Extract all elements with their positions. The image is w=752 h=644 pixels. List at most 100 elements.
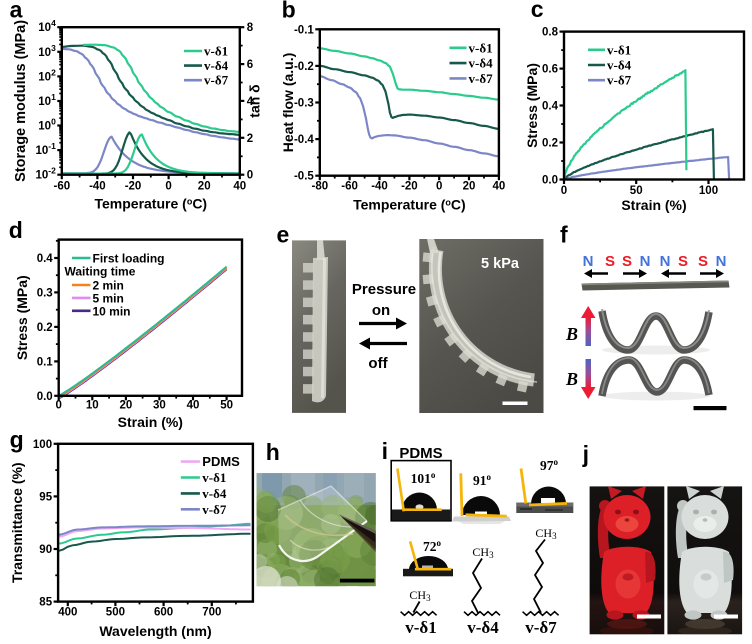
svg-text:2 min: 2 min	[93, 279, 124, 293]
svg-text:0.4: 0.4	[37, 253, 54, 265]
svg-text:CH3: CH3	[535, 526, 557, 541]
svg-text:0.2: 0.2	[542, 138, 558, 150]
svg-text:f: f	[560, 222, 568, 248]
svg-text:0: 0	[55, 400, 61, 412]
svg-text:30: 30	[153, 400, 166, 412]
svg-text:v-δ7: v-δ7	[202, 502, 227, 517]
svg-text:10-1: 10-1	[35, 141, 56, 157]
svg-text:104: 104	[38, 18, 56, 34]
svg-text:Storage modulus (MPa): Storage modulus (MPa)	[13, 20, 29, 182]
svg-text:4: 4	[247, 96, 254, 108]
svg-text:S: S	[605, 253, 615, 270]
svg-text:Waiting time: Waiting time	[65, 265, 136, 279]
svg-text:B: B	[565, 324, 578, 344]
svg-text:Stress (MPa): Stress (MPa)	[14, 275, 30, 360]
svg-text:10 min: 10 min	[93, 304, 131, 318]
svg-text:90: 90	[39, 544, 52, 556]
svg-text:v-δ1: v-δ1	[204, 44, 228, 59]
svg-text:-0.1: -0.1	[294, 24, 314, 36]
svg-text:6: 6	[247, 59, 253, 71]
svg-text:Transmittance (%): Transmittance (%)	[9, 462, 25, 583]
svg-text:20: 20	[120, 400, 133, 412]
svg-text:100: 100	[38, 117, 56, 133]
svg-text:40: 40	[187, 400, 200, 412]
svg-text:-0.4: -0.4	[294, 134, 314, 146]
svg-text:72o: 72o	[423, 538, 442, 554]
svg-text:500: 500	[106, 607, 125, 619]
svg-text:v-δ4: v-δ4	[202, 486, 227, 501]
svg-text:10: 10	[86, 400, 99, 412]
svg-text:5 min: 5 min	[93, 291, 124, 305]
svg-text:-20: -20	[401, 181, 418, 193]
svg-text:v-δ4: v-δ4	[607, 58, 632, 73]
svg-text:0: 0	[561, 185, 567, 197]
svg-text:-80: -80	[311, 181, 328, 193]
svg-text:B: B	[565, 369, 578, 389]
svg-text:0.0: 0.0	[542, 175, 558, 187]
svg-text:20: 20	[463, 181, 476, 193]
svg-text:S: S	[678, 253, 688, 270]
svg-text:First loading: First loading	[93, 252, 165, 266]
svg-text:v-δ1: v-δ1	[469, 40, 493, 55]
svg-text:0: 0	[247, 170, 253, 182]
svg-text:Stress (MPa): Stress (MPa)	[524, 63, 540, 148]
svg-text:g: g	[10, 427, 24, 453]
svg-text:CH3: CH3	[409, 588, 431, 603]
svg-text:0.1: 0.1	[37, 356, 54, 368]
svg-text:S: S	[698, 253, 708, 270]
svg-text:10-2: 10-2	[35, 166, 56, 182]
svg-text:tan δ: tan δ	[247, 84, 263, 117]
svg-text:97o: 97o	[540, 457, 559, 473]
svg-text:50: 50	[630, 185, 643, 197]
svg-text:91o: 91o	[473, 472, 492, 488]
svg-text:5 kPa: 5 kPa	[481, 256, 520, 272]
svg-text:-0.2: -0.2	[294, 61, 314, 73]
svg-text:Pressure: Pressure	[352, 281, 416, 298]
svg-text:v-δ1: v-δ1	[202, 470, 226, 485]
svg-text:v-δ1: v-δ1	[405, 618, 437, 637]
svg-text:v-δ4: v-δ4	[469, 56, 494, 71]
svg-text:off: off	[368, 355, 388, 372]
svg-text:-60: -60	[53, 181, 70, 193]
svg-text:0.8: 0.8	[542, 27, 559, 39]
svg-text:102: 102	[38, 67, 56, 83]
svg-text:Strain (%): Strain (%)	[621, 197, 686, 213]
svg-text:v-δ1: v-δ1	[607, 42, 631, 57]
svg-text:-20: -20	[125, 181, 142, 193]
svg-text:S: S	[622, 253, 632, 270]
svg-text:a: a	[10, 0, 23, 23]
svg-text:v-δ4: v-δ4	[204, 58, 229, 73]
svg-text:85: 85	[39, 597, 52, 609]
svg-text:100: 100	[699, 185, 718, 197]
svg-text:0.6: 0.6	[542, 64, 558, 76]
svg-text:CH3: CH3	[472, 545, 494, 560]
svg-text:8: 8	[247, 22, 254, 34]
svg-text:b: b	[282, 0, 296, 23]
svg-text:0.0: 0.0	[37, 391, 53, 403]
svg-text:-0.3: -0.3	[294, 98, 314, 110]
svg-text:0.2: 0.2	[37, 322, 53, 334]
svg-text:700: 700	[202, 607, 221, 619]
svg-text:Temperature (oC): Temperature (oC)	[353, 197, 466, 213]
svg-text:40: 40	[493, 181, 506, 193]
svg-text:N: N	[583, 253, 594, 270]
svg-text:v-δ7: v-δ7	[607, 73, 632, 88]
svg-text:101o: 101o	[411, 470, 436, 486]
svg-text:101: 101	[38, 92, 56, 108]
svg-text:on: on	[372, 302, 390, 319]
svg-text:PDMS: PDMS	[399, 445, 442, 462]
svg-text:Heat flow (a.u.): Heat flow (a.u.)	[280, 53, 296, 153]
svg-text:-40: -40	[89, 181, 106, 193]
svg-text:Strain (%): Strain (%)	[118, 414, 183, 430]
svg-text:95: 95	[39, 491, 52, 503]
svg-text:c: c	[531, 0, 544, 22]
svg-text:N: N	[716, 253, 727, 270]
svg-text:0.4: 0.4	[542, 101, 559, 113]
svg-text:PDMS: PDMS	[202, 454, 240, 469]
svg-text:e: e	[277, 222, 290, 248]
svg-text:0: 0	[165, 181, 171, 193]
svg-text:N: N	[640, 253, 651, 270]
svg-text:400: 400	[58, 607, 77, 619]
svg-text:d: d	[9, 217, 23, 243]
svg-text:40: 40	[233, 181, 246, 193]
